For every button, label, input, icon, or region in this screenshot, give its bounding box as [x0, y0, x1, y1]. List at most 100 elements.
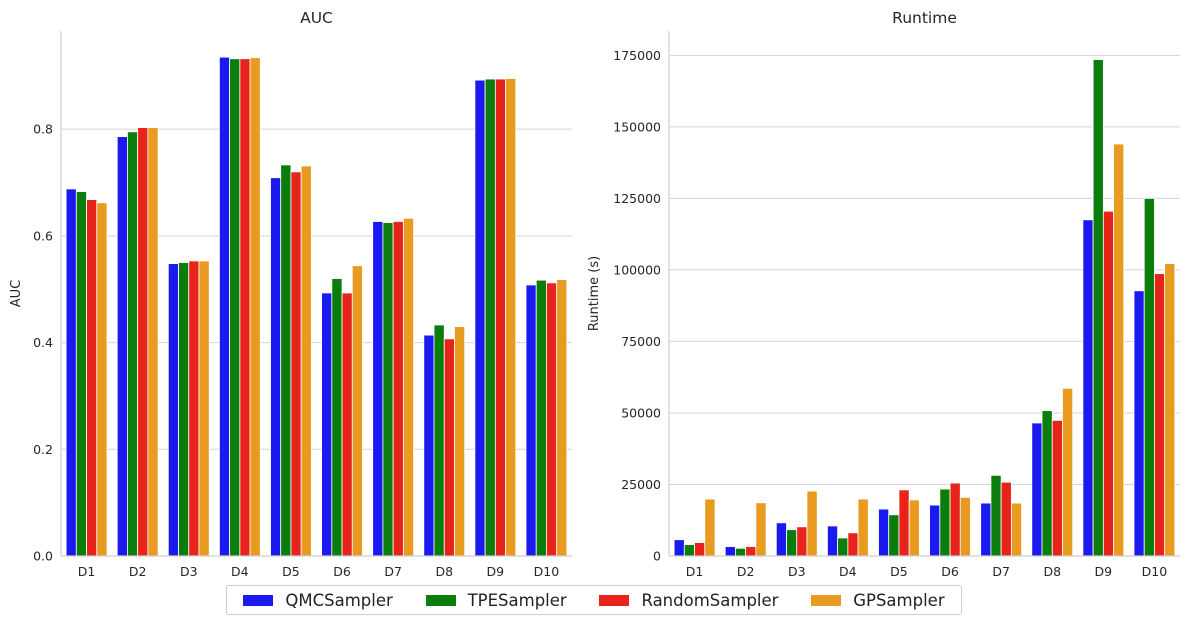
runtime-bar-qmcsampler-d3	[775, 522, 787, 557]
runtime-bar-randomsampler-d8	[1051, 419, 1063, 557]
auc-y-tick-label: 0.8	[33, 122, 53, 137]
auc-bar-qmcsampler-d6	[321, 292, 333, 557]
auc-bar-randomsampler-d5	[290, 171, 302, 557]
legend-item-gpsampler: GPSampler	[811, 591, 945, 610]
legend-label-randomsampler: RandomSampler	[641, 590, 779, 610]
auc-bar-tpesampler-d3	[178, 262, 190, 557]
auc-bar-qmcsampler-d3	[167, 263, 179, 557]
legend-label-qmcsampler: QMCSampler	[285, 590, 393, 610]
runtime-bar-randomsampler-d2	[745, 546, 757, 557]
runtime-y-tick-label: 100000	[613, 262, 661, 277]
auc-bar-qmcsampler-d10	[525, 284, 537, 557]
auc-bar-randomsampler-d9	[494, 78, 506, 557]
runtime-x-tick-label: D6	[941, 564, 959, 579]
auc-x-tick-label: D10	[534, 564, 560, 579]
runtime-y-tick-label: 75000	[621, 334, 661, 349]
auc-bar-gpsampler-d3	[198, 260, 210, 557]
auc-bar-gpsampler-d8	[454, 326, 466, 557]
runtime-x-tick-label: D8	[1043, 564, 1061, 579]
runtime-bar-qmcsampler-d6	[929, 504, 941, 557]
auc-x-ticks: D1 D2 D3 D4 D5 D6 D7 D8 D9 D10	[78, 564, 560, 579]
auc-x-tick-label: D2	[129, 564, 147, 579]
auc-y-tick-label: 0.0	[33, 549, 53, 564]
auc-x-tick-label: D9	[487, 564, 505, 579]
auc-bar-qmcsampler-d1	[65, 188, 77, 557]
auc-chart-panel: 0.0 0.2 0.4 0.6 0.8 D1 D2 D3 D4 D5 D6 D7 D8 D9 D10 AU…	[9, 9, 572, 579]
runtime-bar-tpesampler-d5	[888, 514, 900, 557]
runtime-bar-gpsampler-d1	[704, 498, 716, 557]
auc-x-tick-label: D5	[282, 564, 300, 579]
runtime-y-tick-label: 25000	[621, 477, 661, 492]
auc-chart-title: AUC	[300, 9, 333, 27]
auc-bar-randomsampler-d2	[137, 127, 149, 557]
runtime-bar-gpsampler-d3	[806, 490, 818, 557]
auc-bar-gpsampler-d10	[556, 279, 568, 557]
runtime-bar-gpsampler-d5	[908, 499, 920, 557]
runtime-x-tick-label: D5	[890, 564, 908, 579]
runtime-y-tick-label: 150000	[613, 119, 661, 134]
auc-x-tick-label: D4	[231, 564, 249, 579]
auc-x-tick-label: D1	[78, 564, 96, 579]
auc-bar-tpesampler-d5	[280, 164, 292, 557]
auc-bar-tpesampler-d10	[535, 279, 547, 557]
legend-swatch-gpsampler	[811, 594, 842, 606]
auc-y-tick-label: 0.6	[33, 228, 53, 243]
runtime-bar-randomsampler-d7	[1000, 481, 1012, 557]
auc-y-tick-label: 0.4	[33, 335, 53, 350]
auc-bar-randomsampler-d1	[86, 199, 98, 557]
runtime-bar-tpesampler-d9	[1092, 59, 1104, 557]
auc-bar-gpsampler-d7	[402, 217, 414, 557]
auc-bar-qmcsampler-d8	[423, 334, 435, 557]
runtime-bar-qmcsampler-d10	[1133, 290, 1145, 557]
runtime-bar-gpsampler-d7	[1010, 502, 1022, 557]
auc-bar-tpesampler-d6	[331, 278, 343, 557]
auc-bar-gpsampler-d1	[96, 202, 108, 557]
auc-y-tick-label: 0.2	[33, 442, 53, 457]
runtime-x-tick-label: D3	[788, 564, 806, 579]
runtime-bar-randomsampler-d4	[847, 532, 859, 557]
runtime-bar-qmcsampler-d8	[1031, 422, 1043, 557]
runtime-y-tick-label: 0	[653, 549, 661, 564]
runtime-bar-tpesampler-d10	[1143, 197, 1155, 557]
runtime-x-tick-label: D10	[1142, 564, 1168, 579]
auc-bar-qmcsampler-d9	[474, 79, 486, 557]
auc-bar-tpesampler-d2	[127, 131, 139, 557]
runtime-bar-tpesampler-d4	[837, 537, 849, 557]
runtime-bar-gpsampler-d2	[755, 502, 767, 557]
auc-bar-gpsampler-d6	[351, 265, 363, 557]
auc-bar-qmcsampler-d7	[372, 221, 384, 557]
runtime-bar-qmcsampler-d2	[724, 546, 736, 557]
runtime-bar-randomsampler-d10	[1154, 273, 1166, 557]
runtime-y-tick-label: 175000	[613, 48, 661, 63]
runtime-bar-tpesampler-d7	[990, 474, 1002, 557]
auc-bars	[65, 56, 568, 557]
auc-axes	[60, 31, 572, 557]
legend-swatch-qmcsampler	[243, 594, 274, 606]
legend-label-tpesampler: TPESampler	[467, 590, 567, 610]
runtime-bar-tpesampler-d2	[735, 547, 747, 557]
auc-bar-randomsampler-d3	[188, 260, 200, 557]
runtime-x-tick-label: D9	[1095, 564, 1113, 579]
auc-bar-tpesampler-d7	[382, 222, 394, 557]
auc-bar-gpsampler-d5	[300, 165, 312, 557]
auc-y-ticks: 0.0 0.2 0.4 0.6 0.8	[33, 122, 53, 564]
auc-x-tick-label: D6	[333, 564, 351, 579]
figure: 0.00.20.40.60.8 D1 D2 D3 D4 D5 D6 D7 D8 D9 D10 AU…	[9, 9, 1180, 579]
auc-bar-randomsampler-d8	[443, 338, 455, 557]
runtime-x-tick-label: D2	[737, 564, 755, 579]
runtime-bar-randomsampler-d1	[694, 542, 706, 557]
runtime-y-ticks: 0 25000 50000 75000 100000 125000 150000 175000	[613, 48, 661, 564]
runtime-bar-gpsampler-d8	[1062, 387, 1074, 557]
runtime-y-tick-label: 50000	[621, 405, 661, 420]
runtime-bar-qmcsampler-d4	[827, 525, 839, 557]
runtime-x-ticks: D1 D2 D3 D4 D5 D6 D7 D8 D9 D10	[686, 564, 1168, 579]
runtime-x-tick-label: D1	[686, 564, 704, 579]
auc-y-axis-label: AUC	[9, 280, 24, 308]
runtime-x-tick-label: D7	[992, 564, 1010, 579]
runtime-x-tick-label: D4	[839, 564, 857, 579]
auc-x-tick-label: D7	[384, 564, 402, 579]
runtime-chart-panel: 0 25000 50000 75000 100000 125000 150000 175000…	[587, 9, 1180, 579]
auc-bar-qmcsampler-d4	[219, 56, 231, 557]
runtime-bar-randomsampler-d6	[949, 482, 961, 557]
auc-bar-tpesampler-d8	[433, 324, 445, 557]
